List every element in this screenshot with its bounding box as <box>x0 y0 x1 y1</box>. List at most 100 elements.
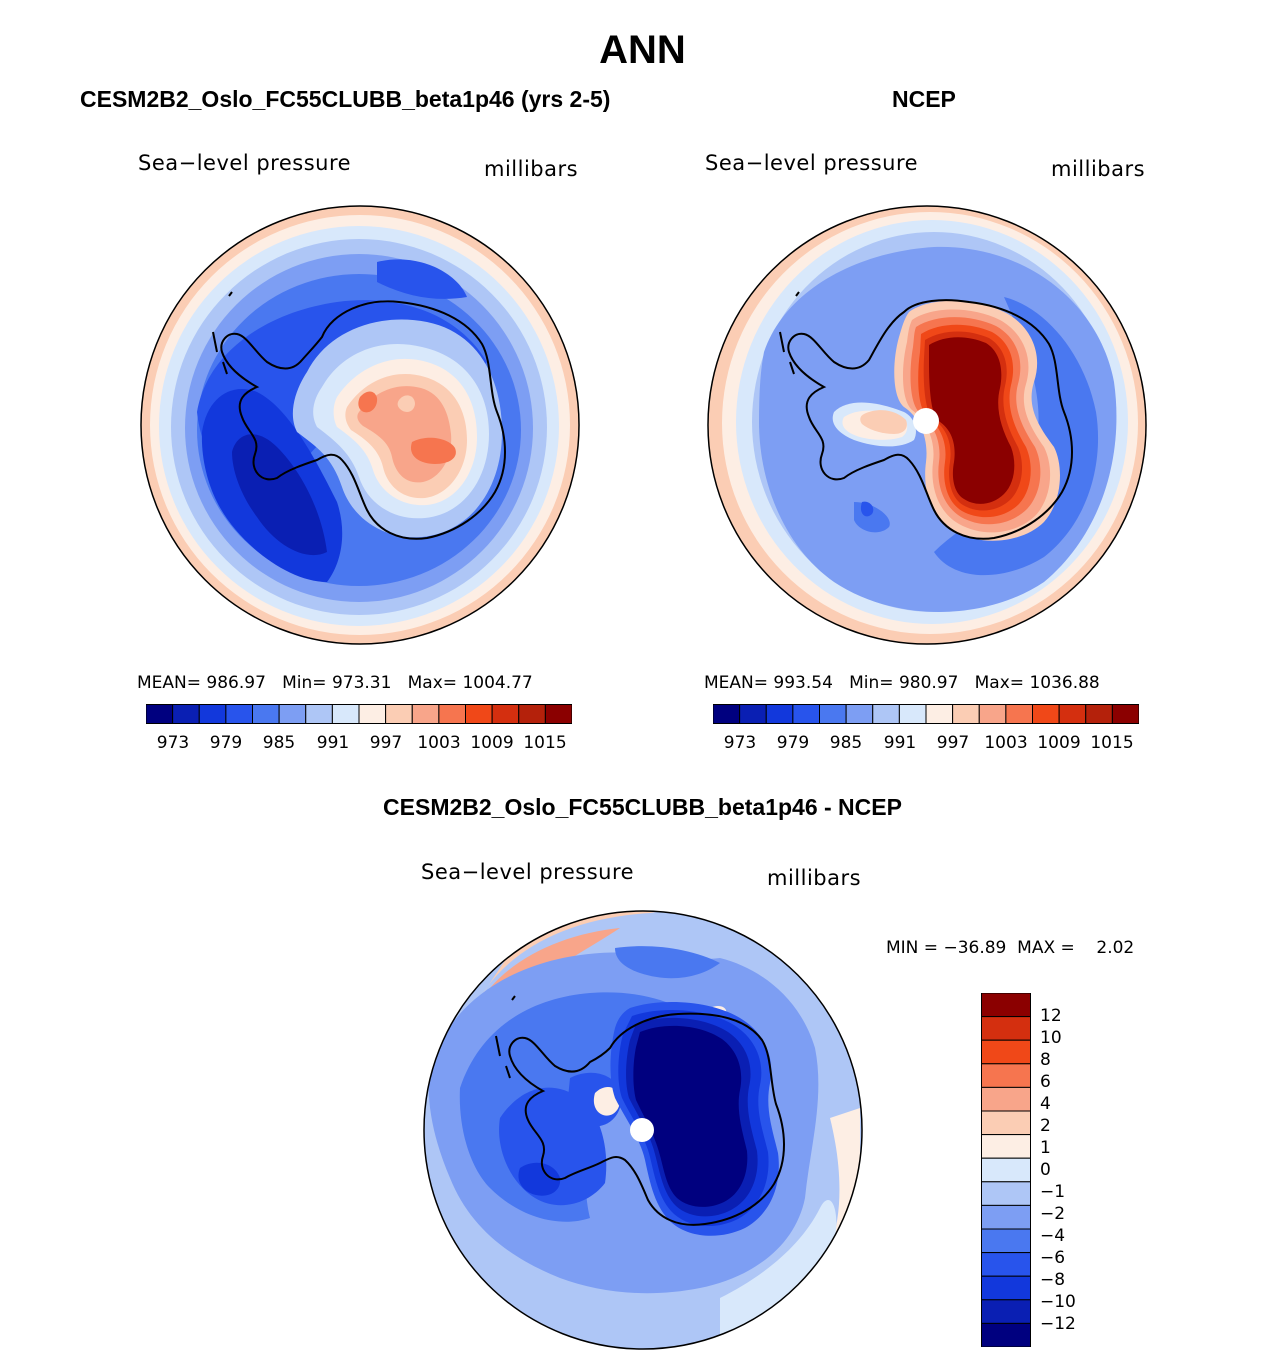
colorbar-swatch <box>981 1086 1031 1112</box>
colorbar-tick: −12 <box>1040 1314 1076 1334</box>
figure-title: ANN <box>599 28 686 72</box>
colorbar-tick: 1003 <box>417 733 461 753</box>
colorbar-tick: 1009 <box>1037 733 1081 753</box>
colorbar-tick: 1003 <box>984 733 1028 753</box>
colorbar-swatch <box>305 704 333 724</box>
colorbar-tick: −4 <box>1040 1226 1066 1246</box>
colorbar-tick: 985 <box>829 733 863 753</box>
colorbar-swatch <box>225 704 253 724</box>
colorbar-swatch <box>925 704 954 724</box>
panel-3-units-label: millibars <box>767 866 862 890</box>
colorbar-swatch <box>952 704 980 724</box>
colorbar-tick: 979 <box>209 733 243 753</box>
map-boundary <box>423 910 863 1350</box>
colorbar-tick: 10 <box>1040 1028 1062 1048</box>
max-value: 1036.88 <box>1029 673 1100 693</box>
colorbar-tick: 4 <box>1040 1094 1051 1114</box>
colorbar-swatch <box>438 704 466 724</box>
colorbar-tick: 8 <box>1040 1050 1051 1070</box>
colorbar-swatch <box>491 704 520 724</box>
panel-2-units-label: millibars <box>1051 157 1146 181</box>
colorbar-swatch <box>331 704 360 724</box>
panel-3-map <box>423 910 863 1350</box>
colorbar-swatch <box>172 704 200 724</box>
panel-2-map <box>707 205 1147 645</box>
panel-3-colorbar <box>981 993 1031 1347</box>
colorbar-tick: 1015 <box>1090 733 1134 753</box>
map-boundary <box>707 205 1147 645</box>
colorbar-tick: 6 <box>1040 1072 1051 1092</box>
colorbar-swatch <box>981 1134 1031 1159</box>
colorbar-tick: 973 <box>156 733 190 753</box>
colorbar-tick: 2 <box>1040 1116 1051 1136</box>
colorbar-swatch <box>411 704 440 724</box>
colorbar-tick: −6 <box>1040 1248 1066 1268</box>
colorbar-tick: 997 <box>936 733 970 753</box>
colorbar-swatch <box>981 1299 1031 1324</box>
colorbar-swatch <box>819 704 847 724</box>
panel-1-colorbar <box>146 704 572 724</box>
colorbar-swatch <box>278 704 307 724</box>
colorbar-swatch <box>981 993 1031 1018</box>
panel-2-variable-label: Sea−level pressure <box>705 151 919 175</box>
colorbar-tick: −1 <box>1040 1182 1066 1202</box>
colorbar-swatch <box>358 704 387 724</box>
panel-1-map <box>140 205 580 645</box>
panel-1-variable-label: Sea−level pressure <box>138 151 352 175</box>
colorbar-tick: −2 <box>1040 1204 1066 1224</box>
colorbar-swatch <box>385 704 413 724</box>
antarctica-coastline <box>220 300 506 540</box>
colorbar-swatch <box>1032 704 1060 724</box>
colorbar-swatch <box>978 704 1007 724</box>
antarctica-coastline <box>508 1012 785 1226</box>
min-value: 980.97 <box>898 673 959 693</box>
panel-1-title: CESM2B2_Oslo_FC55CLUBB_beta1p46 (yrs 2-5… <box>80 86 611 112</box>
panel-3-variable-label: Sea−level pressure <box>421 860 635 884</box>
colorbar-swatch <box>1058 704 1087 724</box>
colorbar-tick: −10 <box>1040 1292 1076 1312</box>
colorbar-swatch <box>1005 704 1033 724</box>
colorbar-swatch <box>252 704 280 724</box>
colorbar-swatch <box>898 704 927 724</box>
colorbar-swatch <box>1085 704 1113 724</box>
colorbar-tick: 997 <box>369 733 403 753</box>
colorbar-tick: 0 <box>1040 1160 1051 1180</box>
panel-3-colorbar-ticks: 12 10 8 6 4 2 1 0 −1 −2 −4 −6 −8 −10 −12 <box>1040 993 1120 1347</box>
colorbar-swatch <box>981 1322 1031 1347</box>
colorbar-swatch <box>792 704 820 724</box>
colorbar-swatch <box>981 1016 1031 1041</box>
max-value: 1004.77 <box>462 673 533 693</box>
colorbar-swatch <box>198 704 227 724</box>
panel-2-stats: MEAN= 993.54 Min= 980.97 Max= 1036.88 <box>704 673 1100 693</box>
colorbar-swatch <box>981 1252 1031 1277</box>
colorbar-tick: 1009 <box>470 733 514 753</box>
mean-value: 993.54 <box>773 673 833 693</box>
colorbar-swatch <box>981 1110 1031 1136</box>
panel-2-colorbar-ticks: 973 979 985 991 997 1003 1009 1015 <box>713 733 1139 755</box>
colorbar-swatch <box>845 704 874 724</box>
panel-3-stats: MIN = −36.89 MAX = 2.02 <box>886 938 1135 958</box>
colorbar-swatch <box>981 1063 1031 1088</box>
colorbar-tick: −8 <box>1040 1270 1066 1290</box>
colorbar-swatch <box>981 1275 1031 1301</box>
colorbar-swatch <box>765 704 794 724</box>
colorbar-tick: 1015 <box>523 733 567 753</box>
panel-3-title: CESM2B2_Oslo_FC55CLUBB_beta1p46 - NCEP <box>383 794 902 820</box>
colorbar-swatch <box>1111 704 1139 724</box>
colorbar-tick: 1 <box>1040 1138 1051 1158</box>
colorbar-swatch <box>981 1228 1031 1254</box>
colorbar-tick: 991 <box>316 733 350 753</box>
colorbar-swatch <box>981 1204 1031 1230</box>
colorbar-swatch <box>739 704 767 724</box>
min-value: 973.31 <box>331 673 392 693</box>
panel-1-units-label: millibars <box>484 157 579 181</box>
colorbar-swatch <box>981 1039 1031 1065</box>
panel-1-colorbar-ticks: 973 979 985 991 997 1003 1009 1015 <box>146 733 572 755</box>
colorbar-swatch <box>981 1157 1031 1183</box>
colorbar-swatch <box>518 704 546 724</box>
colorbar-tick: 979 <box>776 733 810 753</box>
mean-value: 986.97 <box>206 673 266 693</box>
panel-1-stats: MEAN= 986.97 Min= 973.31 Max= 1004.77 <box>137 673 533 693</box>
colorbar-swatch <box>146 704 174 724</box>
panel-2-title: NCEP <box>892 86 956 112</box>
